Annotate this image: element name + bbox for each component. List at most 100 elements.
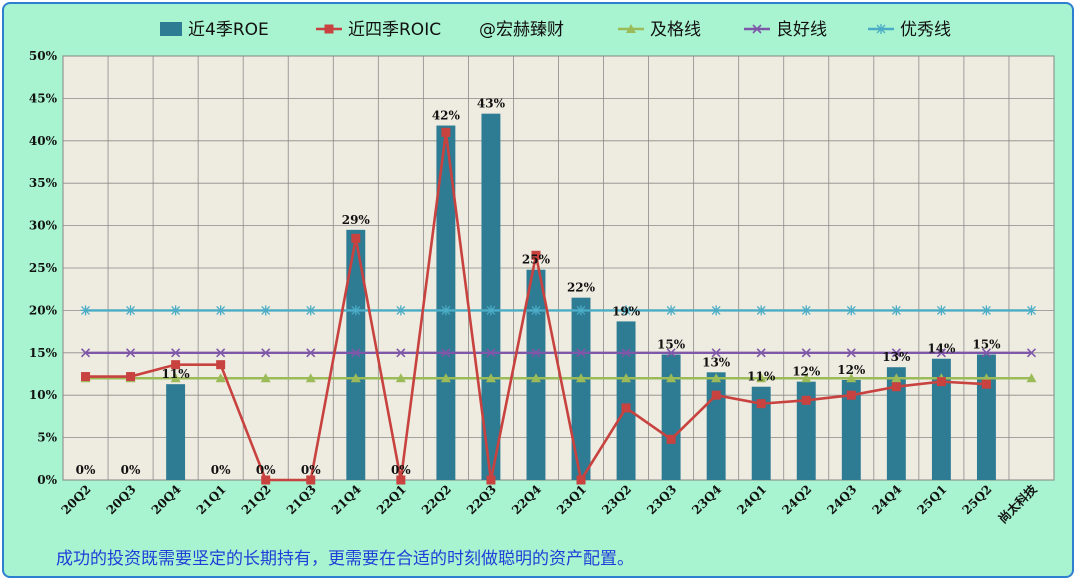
good-line-marker [216, 348, 226, 358]
roic-marker [171, 360, 181, 370]
excellent-line-marker [80, 305, 91, 316]
y-tick-label: 45% [29, 91, 58, 105]
good-line-legend-label: 良好线 [776, 20, 827, 40]
roe-data-label: 14% [927, 342, 956, 356]
roe-bar [571, 297, 591, 480]
roe-bar [796, 381, 816, 480]
pass-line-marker [350, 373, 361, 383]
roe-bar [346, 229, 366, 480]
roic-marker [396, 475, 406, 485]
roic-marker [306, 475, 316, 485]
roe-bar [661, 354, 681, 480]
roe-bar [886, 367, 906, 480]
excellent-line-marker [350, 305, 361, 316]
roe-data-label: 43% [477, 97, 506, 111]
caption-text: 成功的投资既需要坚定的长期持有，更需要在合适的时刻做聪明的资产配置。 [56, 549, 634, 569]
roic-marker [486, 475, 496, 485]
pass-line-marker [756, 373, 767, 383]
x-tick-label: 22Q3 [464, 482, 499, 517]
pass-line-marker [1026, 373, 1037, 383]
excellent-line-marker [981, 305, 992, 316]
good-line-legend-marker [752, 24, 762, 34]
roe-data-label: 0% [121, 463, 141, 477]
y-tick-label: 40% [29, 134, 58, 148]
x-tick-label: 21Q2 [239, 482, 274, 517]
excellent-line-legend-label: 优秀线 [900, 20, 951, 40]
excellent-line-marker [215, 305, 226, 316]
x-tick-label: 尚太科技 [995, 481, 1040, 526]
good-line-marker [801, 348, 811, 358]
roic-marker [81, 372, 91, 382]
x-tick-label: 23Q4 [689, 482, 724, 517]
pass-line-marker [395, 373, 406, 383]
pass-line-legend-label: 及格线 [650, 20, 701, 40]
excellent-line-marker [936, 305, 947, 316]
excellent-line-marker [711, 305, 722, 316]
pass-line-marker [621, 373, 632, 383]
good-line-marker [711, 348, 721, 358]
good-line-marker [171, 348, 181, 358]
roic-marker [576, 475, 586, 485]
x-tick-label: 25Q1 [914, 482, 949, 517]
roe-data-label: 12% [837, 363, 866, 377]
roe-data-label: 29% [342, 213, 371, 227]
excellent-line-marker [666, 305, 677, 316]
excellent-line-legend-marker [876, 24, 886, 34]
roic-marker [126, 372, 136, 382]
chart-frame: 0% 5% 10% 15% 20% 25% 30% 35% 40% 45% 50% 0% 0% 11% 0%… [2, 2, 1074, 578]
pass-line-marker [485, 373, 496, 383]
pass-line-marker [846, 373, 857, 383]
y-tick-label: 0% [37, 473, 57, 487]
roe-bar [481, 113, 501, 480]
roe-data-label: 11% [747, 370, 776, 384]
excellent-line-marker [756, 305, 767, 316]
roe-data-label: 0% [391, 463, 411, 477]
roe-bar [931, 358, 951, 480]
excellent-line-marker [801, 305, 812, 316]
roe-data-label: 13% [702, 355, 731, 369]
roe-bar [751, 386, 771, 480]
roe-bar [436, 125, 456, 480]
pass-line-marker [666, 373, 677, 383]
roe-data-label: 42% [432, 109, 461, 123]
y-tick-label: 20% [29, 303, 58, 317]
good-line-marker [621, 348, 631, 358]
good-line-marker [756, 348, 766, 358]
roe-bar [976, 354, 996, 480]
roe-bar [706, 372, 726, 480]
pass-line-marker [170, 373, 181, 383]
roe-data-label: 0% [301, 463, 321, 477]
x-tick-label: 21Q1 [194, 482, 229, 517]
roic-marker [531, 250, 541, 260]
pass-line-marker [440, 373, 451, 383]
good-line-marker [1026, 348, 1037, 358]
good-line-marker [486, 348, 496, 358]
good-line-marker [441, 348, 451, 358]
x-tick-label: 22Q4 [509, 482, 544, 517]
pass-line-marker [260, 373, 271, 383]
pass-line-marker [891, 373, 902, 383]
excellent-line-marker [395, 305, 406, 316]
x-tick-label: 21Q4 [329, 482, 364, 517]
good-line-marker [351, 348, 361, 358]
excellent-line-marker [621, 305, 632, 316]
excellent-line-marker [125, 305, 136, 316]
y-tick-label: 15% [29, 346, 58, 360]
excellent-line-marker [576, 305, 587, 316]
x-tick-label: 23Q1 [554, 482, 589, 517]
roe-data-label: 22% [567, 281, 596, 295]
excellent-line-marker [530, 305, 541, 316]
y-tick-label: 50% [29, 49, 58, 63]
x-tick-label: 24Q3 [824, 482, 859, 517]
good-line-marker [80, 348, 91, 358]
roic-marker [756, 399, 766, 409]
roe-data-label: 15% [657, 337, 686, 351]
excellent-line-marker [260, 305, 271, 316]
roic-marker [351, 233, 361, 243]
roic-marker [846, 390, 856, 400]
pass-line-marker [801, 373, 812, 383]
roe-data-label: 25% [522, 253, 551, 267]
roic-marker [216, 360, 226, 370]
roe-data-label: 0% [256, 463, 276, 477]
chart-canvas: 0% 5% 10% 15% 20% 25% 30% 35% 40% 45% 50% 0% 0% 11% 0%… [29, 20, 1055, 526]
